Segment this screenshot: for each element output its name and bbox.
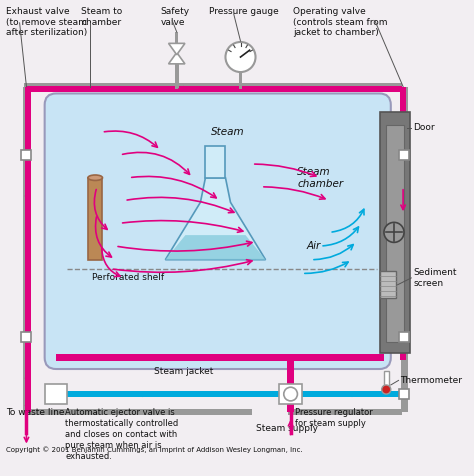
Text: Steam jacket: Steam jacket xyxy=(154,367,213,376)
Bar xyxy=(24,83,402,90)
Text: Copyright © 2001 Benjamin Cummings, an imprint of Addison Wesley Longman, Inc.: Copyright © 2001 Benjamin Cummings, an i… xyxy=(6,446,303,453)
Text: Steam supply: Steam supply xyxy=(256,424,319,433)
Bar xyxy=(287,357,294,412)
Text: Exhaust valve
(to remove steam
after sterilization): Exhaust valve (to remove steam after ste… xyxy=(6,7,87,38)
Bar xyxy=(175,64,179,89)
Text: Thermometer: Thermometer xyxy=(400,376,462,385)
Circle shape xyxy=(382,385,391,394)
Text: Steam to
chamber: Steam to chamber xyxy=(81,7,122,27)
Bar xyxy=(386,125,403,342)
Text: Air: Air xyxy=(307,241,321,251)
Bar xyxy=(288,409,402,416)
Bar xyxy=(175,32,178,43)
Text: Sediment
screen: Sediment screen xyxy=(414,268,457,288)
Text: Door: Door xyxy=(414,123,435,132)
Text: Perforated shelf: Perforated shelf xyxy=(92,273,164,282)
Text: Steam: Steam xyxy=(211,127,245,137)
Bar xyxy=(92,86,402,92)
Text: Safety
valve: Safety valve xyxy=(161,7,190,27)
Bar xyxy=(239,71,242,89)
Text: Pressure gauge: Pressure gauge xyxy=(209,7,278,16)
Text: To waste line: To waste line xyxy=(6,408,64,416)
Polygon shape xyxy=(169,43,185,55)
Polygon shape xyxy=(165,178,265,260)
Bar xyxy=(88,178,102,260)
Text: Automatic ejector valve is
thermostatically controlled
and closes on contact wit: Automatic ejector valve is thermostatica… xyxy=(65,408,178,461)
Bar xyxy=(380,271,396,298)
Bar xyxy=(401,87,408,412)
Bar xyxy=(380,112,410,353)
Bar xyxy=(25,357,31,412)
Bar xyxy=(27,86,92,92)
Text: Operating valve
(controls steam from
jacket to chamber): Operating valve (controls steam from jac… xyxy=(293,7,387,38)
Bar xyxy=(25,87,31,412)
Bar xyxy=(45,384,67,404)
Text: Pressure regulator
for steam supply: Pressure regulator for steam supply xyxy=(295,408,373,428)
Bar xyxy=(56,355,384,361)
Bar xyxy=(205,146,226,178)
Bar xyxy=(21,332,31,342)
Ellipse shape xyxy=(88,175,102,180)
Circle shape xyxy=(384,222,404,242)
FancyBboxPatch shape xyxy=(45,93,391,369)
Bar xyxy=(384,371,389,389)
Bar xyxy=(27,409,252,416)
Bar xyxy=(400,332,410,342)
Bar xyxy=(400,389,410,399)
Bar xyxy=(400,87,406,360)
Bar xyxy=(286,389,296,399)
Bar xyxy=(400,150,410,160)
Bar xyxy=(56,391,288,397)
Bar xyxy=(51,389,61,399)
Circle shape xyxy=(284,387,297,401)
Bar xyxy=(21,150,31,160)
Bar xyxy=(288,391,402,397)
Polygon shape xyxy=(165,235,265,260)
Text: Steam
chamber: Steam chamber xyxy=(297,167,344,189)
Polygon shape xyxy=(169,52,185,64)
Circle shape xyxy=(226,42,255,72)
Bar xyxy=(279,384,302,404)
Bar xyxy=(23,87,30,415)
